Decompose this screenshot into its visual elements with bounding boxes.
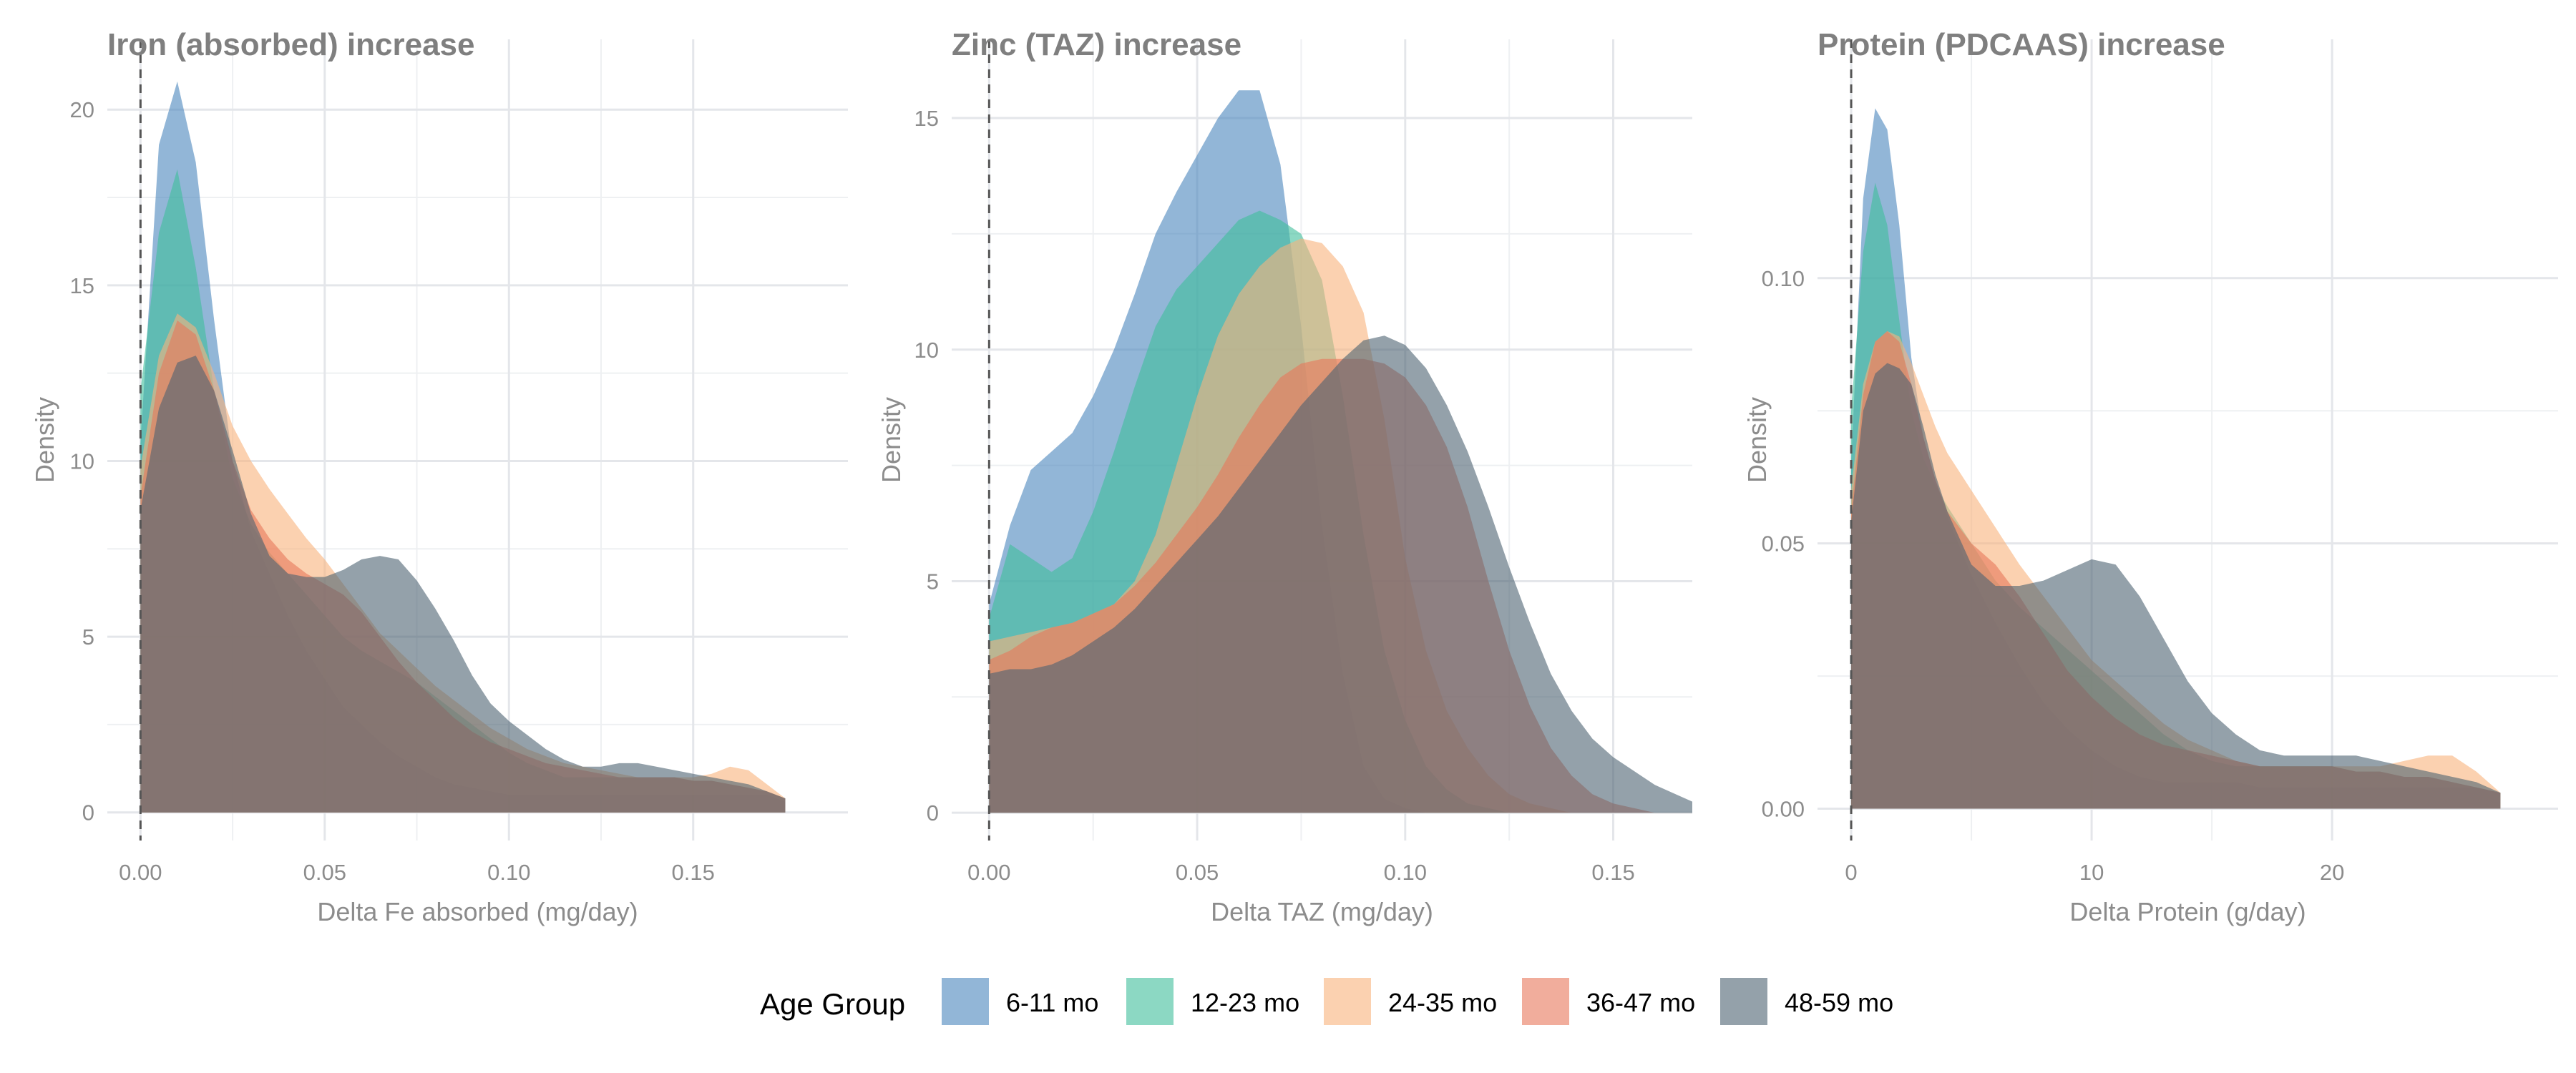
legend-item: 24-35 mo (1324, 978, 1497, 1025)
density-area-48-59-mo (1851, 363, 2501, 809)
panel-title: Iron (absorbed) increase (107, 27, 474, 62)
x-axis-title: Delta Fe absorbed (mg/day) (317, 897, 638, 926)
legend: Age Group 6-11 mo 12-23 mo 24-35 mo 36-47 mo… (760, 978, 1893, 1025)
y-tick-label: 5 (927, 569, 939, 594)
x-axis-title: Delta TAZ (mg/day) (1211, 897, 1433, 926)
legend-item: 6-11 mo (942, 978, 1098, 1025)
panel-1: 0.00 0.05 0.10 0.15 0 5 10 15 20 Delta Fe absorbe… (30, 27, 848, 926)
x-tick-label: 0.00 (967, 860, 1010, 885)
density-areas (989, 90, 1692, 813)
legend-label: 36-47 mo (1586, 988, 1695, 1017)
legend-key (942, 978, 989, 1025)
density-areas (1851, 108, 2501, 809)
legend-label: 12-23 mo (1191, 988, 1299, 1017)
density-area-48-59-mo (140, 356, 786, 813)
y-tick-label: 10 (70, 449, 94, 474)
y-axis-title: Density (30, 397, 59, 483)
x-tick-label: 0.15 (672, 860, 715, 885)
y-tick-label: 0.00 (1762, 796, 1805, 821)
legend-key (1324, 978, 1371, 1025)
y-tick-label: 0 (82, 800, 94, 825)
x-tick-label: 0.05 (303, 860, 346, 885)
x-axis-title: Delta Protein (g/day) (2069, 897, 2306, 926)
legend-key (1522, 978, 1569, 1025)
y-tick-label: 0.10 (1762, 266, 1805, 291)
y-tick-label: 10 (914, 338, 939, 363)
y-axis-title: Density (1742, 397, 1772, 483)
x-tick-label: 0.10 (487, 860, 530, 885)
y-tick-label: 15 (914, 106, 939, 131)
y-tick-label: 0.05 (1762, 531, 1805, 557)
x-tick-label: 0.00 (119, 860, 162, 885)
legend-label: 48-59 mo (1785, 988, 1893, 1017)
legend-item: 12-23 mo (1126, 978, 1299, 1025)
y-axis-title: Density (877, 397, 906, 483)
x-tick-label: 10 (2079, 860, 2104, 885)
x-tick-label: 0.15 (1591, 860, 1634, 885)
panel-title: Protein (PDCAAS) increase (1818, 27, 2225, 62)
x-tick-label: 0.05 (1176, 860, 1219, 885)
y-tick-label: 5 (82, 624, 94, 650)
panel-3: 0 10 20 0.00 0.05 0.10 Delta Protein (g/day) De… (1742, 27, 2558, 926)
y-tick-label: 20 (70, 97, 94, 122)
legend-item: 36-47 mo (1522, 978, 1695, 1025)
y-tick-label: 0 (927, 800, 939, 825)
x-tick-label: 20 (2320, 860, 2344, 885)
x-tick-label: 0.10 (1384, 860, 1427, 885)
panel-2: 0.00 0.05 0.10 0.15 0 5 10 15 Delta TAZ (mg/day)… (877, 27, 1692, 926)
legend-label: 6-11 mo (1006, 988, 1098, 1017)
y-tick-label: 15 (70, 273, 94, 298)
legend-key (1720, 978, 1767, 1025)
legend-key (1126, 978, 1174, 1025)
panel-title: Zinc (TAZ) increase (952, 27, 1241, 62)
legend-label: 24-35 mo (1388, 988, 1497, 1017)
x-tick-label: 0 (1845, 860, 1857, 885)
density-area-48-59-mo (989, 335, 1692, 813)
density-areas (140, 81, 786, 813)
legend-title: Age Group (760, 987, 905, 1021)
legend-item: 48-59 mo (1720, 978, 1893, 1025)
